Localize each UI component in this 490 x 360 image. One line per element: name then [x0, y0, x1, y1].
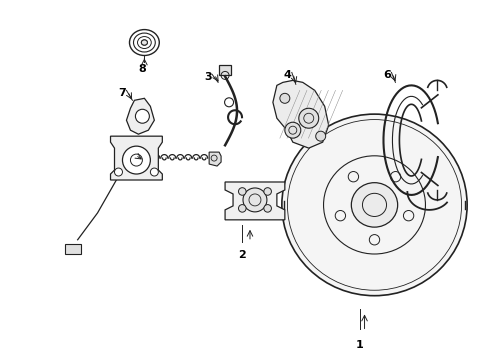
Circle shape: [264, 188, 271, 195]
Polygon shape: [225, 182, 285, 220]
Circle shape: [115, 168, 122, 176]
Circle shape: [122, 146, 150, 174]
Polygon shape: [209, 152, 221, 166]
Text: 7: 7: [119, 88, 126, 98]
Text: 2: 2: [238, 250, 246, 260]
Circle shape: [299, 108, 318, 128]
Ellipse shape: [351, 183, 398, 227]
Text: 8: 8: [139, 64, 147, 75]
Polygon shape: [111, 136, 162, 180]
Circle shape: [135, 109, 149, 123]
Circle shape: [224, 98, 234, 107]
Circle shape: [316, 131, 326, 141]
Text: 6: 6: [384, 71, 392, 80]
Text: 1: 1: [356, 340, 364, 350]
Circle shape: [239, 204, 246, 212]
Polygon shape: [65, 244, 81, 254]
Text: 3: 3: [204, 72, 212, 82]
Circle shape: [243, 188, 267, 212]
Ellipse shape: [142, 40, 147, 45]
Circle shape: [150, 168, 158, 176]
Circle shape: [280, 93, 290, 103]
Circle shape: [285, 122, 301, 138]
Polygon shape: [219, 66, 231, 75]
Text: 5: 5: [126, 142, 134, 152]
Polygon shape: [126, 98, 154, 134]
Circle shape: [239, 188, 246, 195]
Polygon shape: [273, 80, 329, 148]
Circle shape: [264, 204, 271, 212]
Ellipse shape: [282, 114, 467, 296]
Text: 4: 4: [284, 71, 292, 80]
